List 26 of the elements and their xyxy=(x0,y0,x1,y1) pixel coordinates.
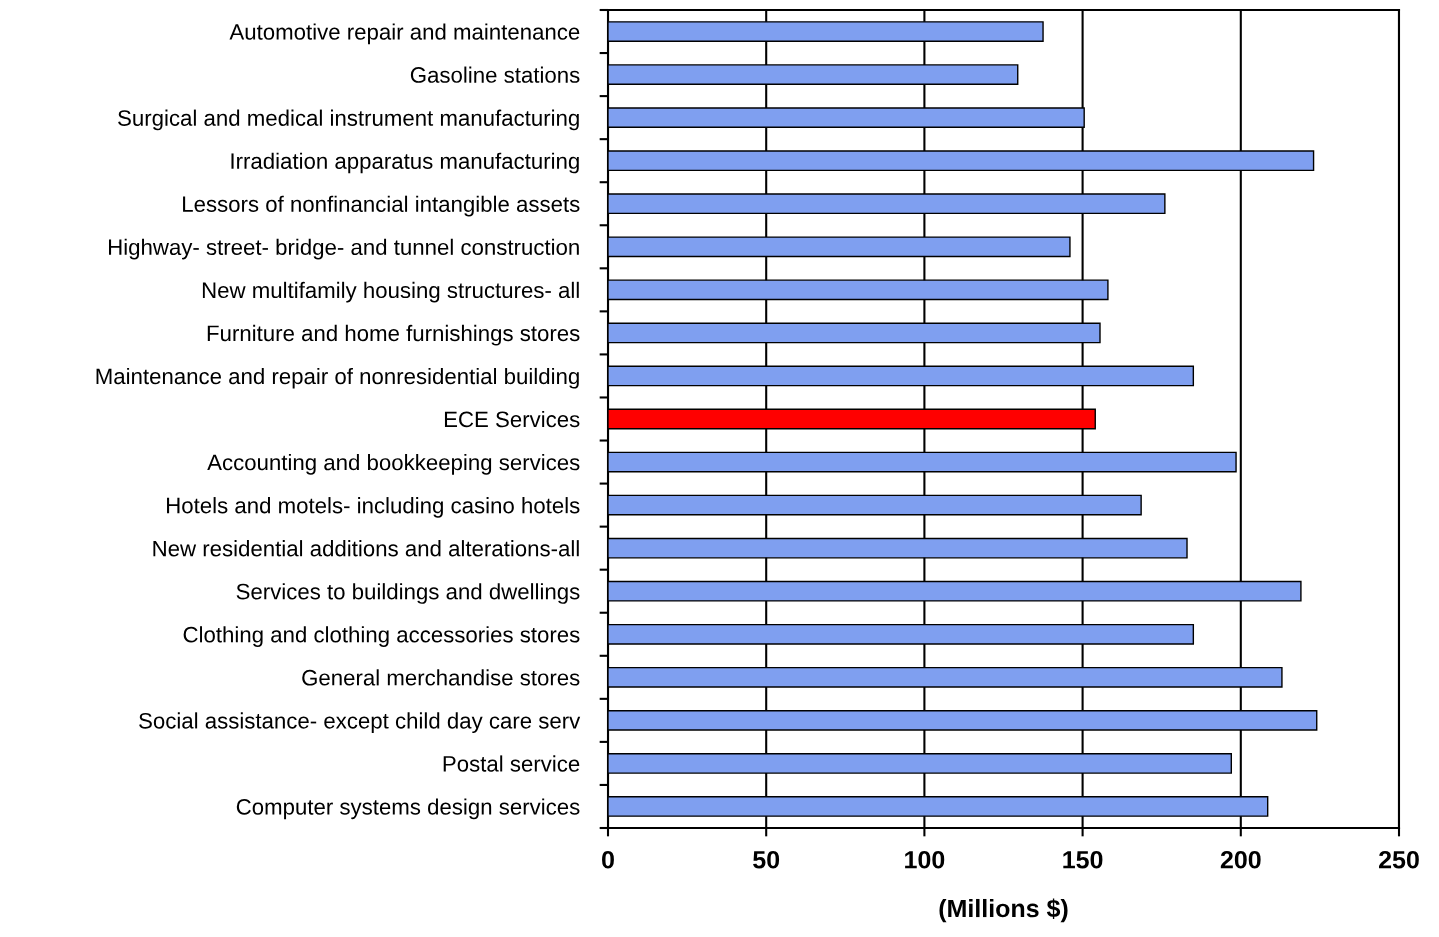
x-tick-label: 50 xyxy=(753,850,780,869)
y-tick-label: General merchandise stores xyxy=(302,669,580,686)
y-tick-label: Postal service xyxy=(443,755,580,772)
y-tick-label: Hotels and motels- including casino hotels xyxy=(167,497,580,518)
y-tick-label: Gasoline stations xyxy=(410,66,580,83)
y-tick-label: ECE Services xyxy=(444,410,580,428)
y-tick-label: Lessors of nonfinancial intangible assets xyxy=(183,195,580,217)
y-tick-label: Maintenance and repair of nonresidential building xyxy=(96,367,579,389)
x-tick-label: 250 xyxy=(1379,850,1419,869)
y-tick-label: Social assistance- except child day care serv xyxy=(139,712,581,734)
y-tick-label: Surgical and medical instrument manufacturing xyxy=(118,109,579,131)
x-tick-label: 200 xyxy=(1220,850,1261,869)
y-tick-label: New multifamily housing structures- all xyxy=(202,281,579,303)
y-tick-label: Computer systems design services xyxy=(236,798,580,820)
x-tick-label: 100 xyxy=(905,850,945,869)
x-tick-label: 0 xyxy=(602,850,614,869)
y-tick-label: New residential additions and alterations-all xyxy=(153,540,579,557)
y-tick-label: Clothing and clothing accessories stores xyxy=(183,626,580,647)
y-tick-label: Irradiation apparatus manufacturing xyxy=(231,152,579,174)
y-tick-label: Automotive repair and maintenance xyxy=(229,23,580,45)
y-tick-label: Accounting and bookkeeping services xyxy=(207,454,580,475)
y-tick-label: Highway- street- bridge- and tunnel construction xyxy=(109,238,579,260)
y-tick-label: Furniture and home furnishings stores xyxy=(207,324,580,346)
x-axis-title: (Millions $) xyxy=(939,898,1068,923)
x-tick-label: 150 xyxy=(1063,850,1103,869)
y-tick-label: Services to buildings and dwellings xyxy=(236,583,580,604)
